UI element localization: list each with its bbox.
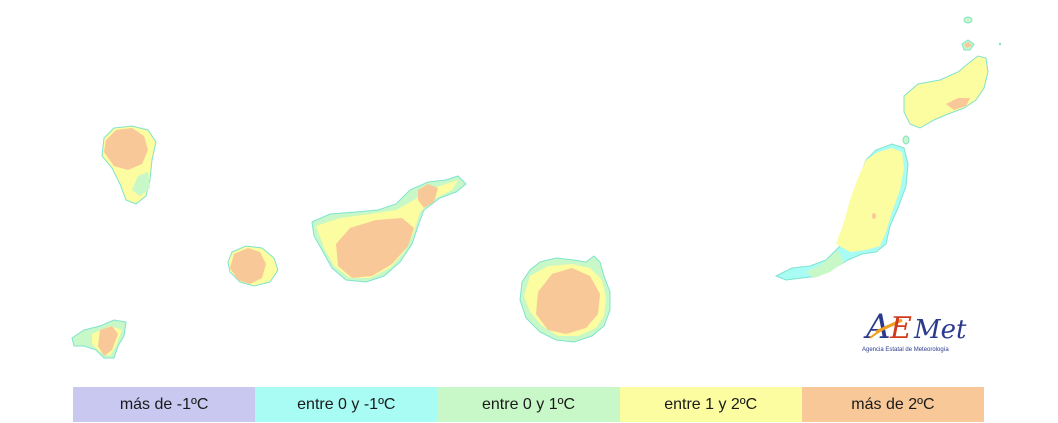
legend-label: entre 0 y -1ºC	[297, 395, 396, 413]
legend-item-above-2: más de 2ºC	[801, 387, 985, 422]
legend-item-below-minus-1: más de -1ºC	[73, 387, 256, 422]
la-gomera-hot-zone	[230, 248, 266, 284]
la-palma-hot-zone	[104, 128, 148, 170]
aemet-logo-caption: Agencia Estatal de Meteorología	[862, 347, 949, 353]
la-palma-island	[101, 125, 157, 205]
legend-item-1-to-2: entre 1 y 2ºC	[619, 387, 802, 422]
legend-label: entre 0 y 1ºC	[482, 395, 575, 413]
svg-text:Met: Met	[913, 315, 967, 345]
aemet-logo-mark: A E Met	[863, 307, 967, 347]
gran-canaria-island	[519, 255, 611, 343]
canary-islands-map	[71, 16, 1002, 359]
fuerteventura-island	[774, 135, 910, 281]
tenerife-hot-zone-north	[418, 184, 438, 208]
la-gomera-island	[227, 245, 279, 287]
legend-label: más de 2ºC	[851, 395, 935, 413]
la-graciosa-hot-zone	[964, 42, 972, 48]
el-hierro-hot-zone	[98, 326, 118, 356]
lanzarote-island	[903, 16, 1002, 129]
legend-label: entre 1 y 2ºC	[664, 395, 758, 413]
fuerteventura-hot-spot	[872, 213, 876, 219]
lanzarote-hot-zone	[946, 98, 970, 110]
tenerife-island	[311, 175, 467, 283]
aemet-logo: A E Met Agencia Estatal de Meteorología	[862, 302, 992, 360]
el-hierro-island	[71, 319, 127, 359]
temperature-legend: más de -1ºC entre 0 y -1ºC entre 0 y 1ºC…	[73, 387, 985, 422]
svg-text:E: E	[889, 311, 912, 346]
legend-item-0-to-1: entre 0 y 1ºC	[437, 387, 620, 422]
legend-label: más de -1ºC	[119, 395, 209, 413]
tenerife-hot-zone-south	[336, 218, 414, 278]
legend-item-0-to-minus-1: entre 0 y -1ºC	[255, 387, 438, 422]
gran-canaria-hot-zone	[536, 268, 600, 334]
